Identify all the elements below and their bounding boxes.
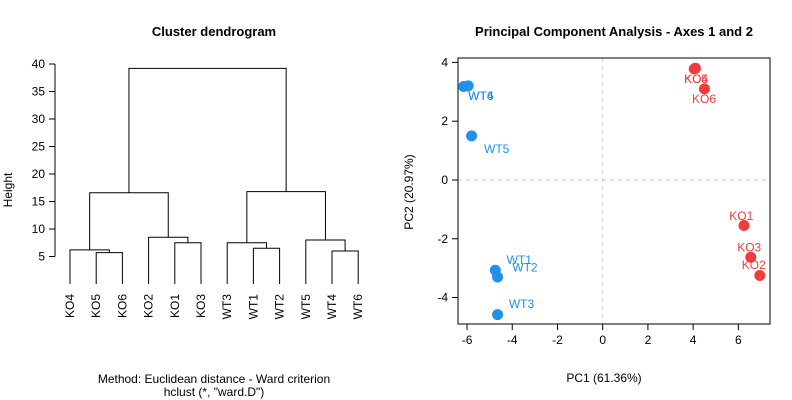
dendrogram-leaf-label: KO4 xyxy=(63,294,77,318)
pca-y-axis: -4 -2 0 2 4 xyxy=(437,55,458,305)
pca-x-label: PC1 (61.36%) xyxy=(566,371,641,385)
dendrogram-leaf-label: KO1 xyxy=(168,294,182,318)
pca-point-label-wt6: WT6 xyxy=(468,89,494,103)
dendrogram-y-label: Height xyxy=(1,172,15,207)
dendrogram-branch-m2 xyxy=(69,249,110,284)
dendrogram-leaf-label: WT1 xyxy=(246,294,260,320)
dendrogram-title: Cluster dendrogram xyxy=(152,24,276,39)
pca-plot-frame xyxy=(457,57,771,325)
pca-panel: Principal Component Analysis - Axes 1 an… xyxy=(402,24,771,385)
dendrogram-y-tick-label: 40 xyxy=(32,57,46,71)
pca-point-wt3 xyxy=(492,309,504,321)
dendrogram-branch-m3 xyxy=(174,242,202,284)
dendrogram-branch-m5 xyxy=(89,192,169,250)
dendrogram-method-line: Method: Euclidean distance - Ward criter… xyxy=(98,372,330,386)
dendrogram-y-tick-label: 30 xyxy=(32,112,46,126)
pca-point-ko6 xyxy=(698,83,710,95)
pca-y-tick-label: 4 xyxy=(441,55,448,69)
dendrogram-branches xyxy=(69,67,359,284)
pca-point-ko4 xyxy=(688,63,700,75)
pca-x-tick-label: 4 xyxy=(690,333,697,347)
dendrogram-leaf-label: WT2 xyxy=(273,294,287,320)
dendrogram-branch-m8 xyxy=(331,250,359,284)
pca-point-label-wt2: WT2 xyxy=(512,261,538,275)
pca-y-tick-label: -4 xyxy=(437,291,448,305)
dendrogram-branch-m1 xyxy=(95,252,123,284)
pca-point-label-wt4: WT4 xyxy=(468,89,494,103)
dendrogram-leaf-label: WT6 xyxy=(351,294,365,320)
pca-point-label-wt1: WT1 xyxy=(507,253,533,267)
dendrogram-y-tick-label: 25 xyxy=(32,140,46,154)
dendrogram-y-tick-label: 10 xyxy=(32,222,46,236)
pca-point-ko1 xyxy=(738,220,750,232)
pca-y-tick-label: 2 xyxy=(441,114,448,128)
dendrogram-leaf-label: KO2 xyxy=(142,294,156,318)
pca-point-wt5 xyxy=(466,130,478,142)
dendrogram-leaf-label: WT4 xyxy=(325,294,339,320)
dendrogram-leaf-label: WT5 xyxy=(299,294,313,320)
pca-y-tick-label: 0 xyxy=(441,173,448,187)
pca-x-tick-label: 0 xyxy=(599,333,606,347)
pca-point-ko2 xyxy=(754,270,766,282)
pca-point-wt2 xyxy=(492,271,504,283)
pca-point-label-ko4: KO4 xyxy=(684,72,708,86)
pca-point-label-ko6: KO6 xyxy=(692,92,716,106)
pca-x-tick-label: -6 xyxy=(462,333,473,347)
pca-point-label-ko5: KO5 xyxy=(684,72,708,86)
dendrogram-leaf-label: KO5 xyxy=(89,294,103,318)
dendrogram-hclust-line: hclust (*, "ward.D") xyxy=(164,385,265,399)
dendrogram-y-tick-label: 15 xyxy=(32,195,46,209)
dendrogram-y-tick-label: 35 xyxy=(32,85,46,99)
pca-point-ko3 xyxy=(745,251,757,263)
dendrogram-branch-m4 xyxy=(148,236,189,284)
dendrogram-leaf-labels: KO4 KO5 KO6 KO2 KO1 KO3 WT3 WT1 WT2 WT5 WT4 WT6 xyxy=(63,294,365,320)
dendrogram-y-tick-label: 5 xyxy=(38,250,45,264)
dendrogram-leaf-label: WT3 xyxy=(220,294,234,320)
dendrogram-leaf-label: KO3 xyxy=(194,294,208,318)
pca-point-wt6 xyxy=(458,81,470,93)
dendrogram-branch-m10 xyxy=(246,191,326,243)
pca-y-label: PC2 (20.97%) xyxy=(402,154,416,229)
pca-point-label-wt3: WT3 xyxy=(509,297,535,311)
pca-x-tick-label: -2 xyxy=(552,333,563,347)
dendrogram-y-axis: 5 10 15 20 25 30 35 40 xyxy=(32,57,56,264)
pca-point-label-ko1: KO1 xyxy=(729,209,753,223)
pca-point-label-wt5: WT5 xyxy=(484,142,510,156)
pca-point-label-ko2: KO2 xyxy=(742,258,766,272)
pca-x-tick-label: -4 xyxy=(507,333,518,347)
dendrogram-panel: Cluster dendrogram Height 5 10 15 20 25 30 35 4… xyxy=(1,24,365,399)
pca-y-tick-label: -2 xyxy=(437,232,448,246)
pca-point-label-ko3: KO3 xyxy=(737,241,761,255)
dendrogram-branch-m6 xyxy=(252,247,281,284)
pca-x-tick-label: 6 xyxy=(735,333,742,347)
dendrogram-branch-m9 xyxy=(305,239,346,284)
pca-reference-lines xyxy=(458,58,770,324)
pca-x-tick-label: 2 xyxy=(645,333,652,347)
pca-points xyxy=(458,62,766,321)
dendrogram-y-tick-label: 20 xyxy=(32,167,46,181)
pca-x-axis: -6 -4 -2 0 2 4 6 xyxy=(462,324,742,347)
pca-title: Principal Component Analysis - Axes 1 an… xyxy=(475,24,753,39)
dendrogram-leaf-label: KO6 xyxy=(115,294,129,318)
dendrogram-branch-m7 xyxy=(226,242,267,284)
dendrogram-branch-m11 xyxy=(128,67,287,193)
